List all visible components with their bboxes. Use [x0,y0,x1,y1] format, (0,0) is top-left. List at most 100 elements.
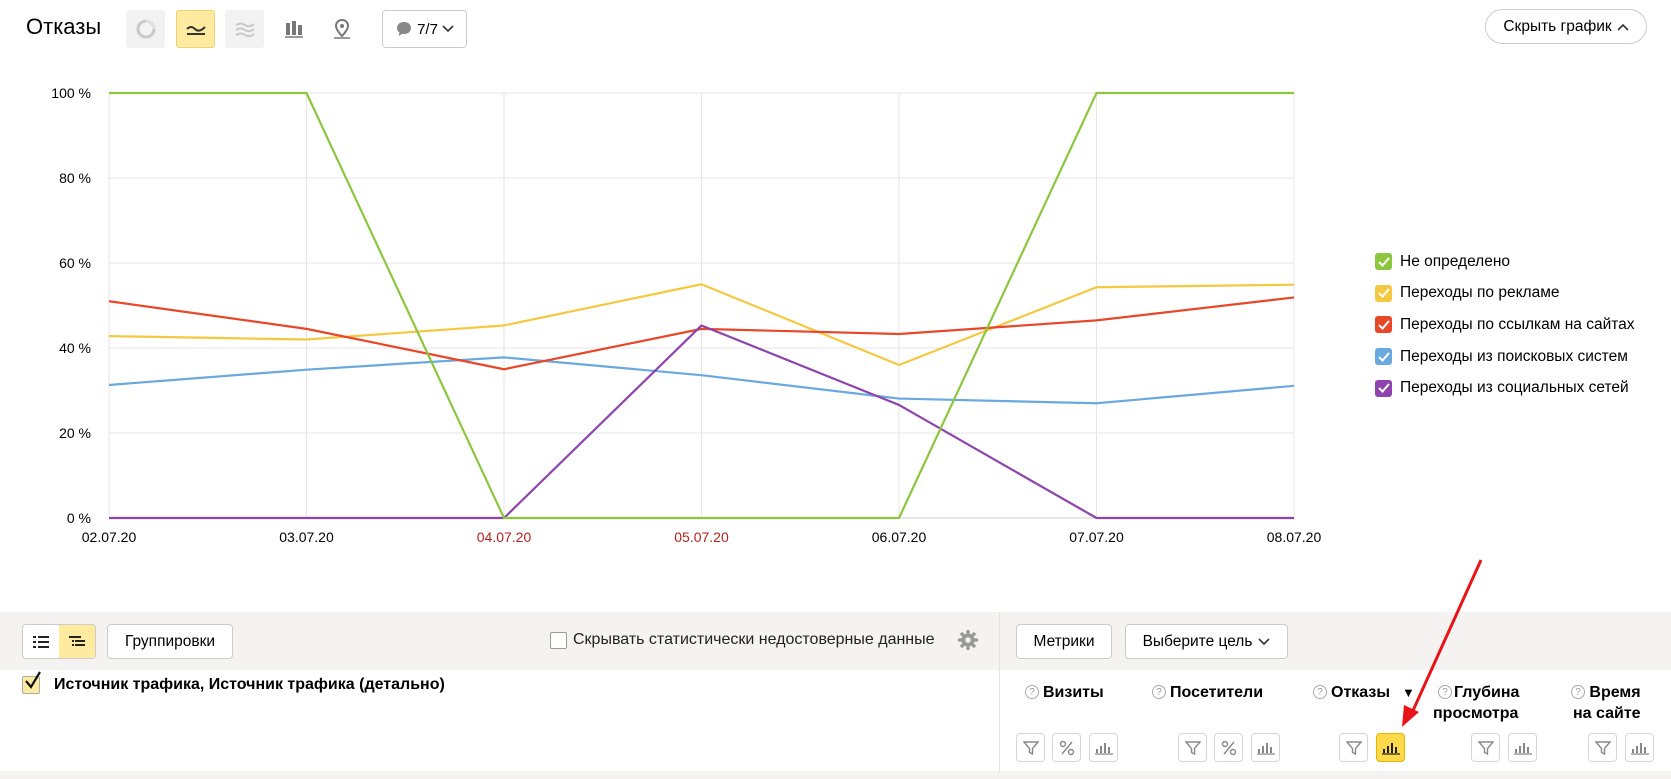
column-filter-button[interactable] [1588,733,1617,762]
hide-unreliable-label: Скрывать статистически недостоверные дан… [573,631,935,648]
report-toolbar [0,612,1671,670]
checkmark-icon [1377,288,1390,299]
series-line-4 [109,324,1294,520]
checkmark-icon [1377,351,1390,362]
metrics-button[interactable]: Метрики [1016,624,1112,659]
chevron-up-icon [1617,23,1629,31]
checkmark-icon [25,671,41,689]
dimension-title: Источник трафика, Источник трафика (дета… [54,676,445,693]
legend-checkbox[interactable] [1375,284,1392,302]
y-tick-label: 0 % [67,510,91,526]
annotations-dropdown[interactable]: 7/7 [382,10,467,48]
column-title-time-line1: Время [1589,684,1641,701]
legend-label: Переходы по рекламе [1400,284,1560,302]
tree-view-button[interactable] [59,625,95,658]
column-filter-button[interactable] [1016,733,1045,762]
map-pin-icon [333,18,350,39]
legend-checkbox[interactable] [1375,348,1392,366]
column-percent-button[interactable] [1214,733,1243,762]
comment-icon [397,22,412,36]
help-icon[interactable]: ? [1025,685,1039,699]
column-title-visits: Визиты [1043,684,1104,701]
checkmark-icon [1377,383,1390,394]
gear-icon [958,630,978,650]
view-mode-toggle [22,624,96,659]
hide-unreliable-checkbox-row[interactable]: Скрывать статистически недостоверные дан… [550,631,935,649]
legend-checkbox[interactable] [1375,379,1392,397]
column-header-visitors[interactable]: ? Посетители [1152,682,1263,703]
column-header-visits[interactable]: ? Визиты [1025,682,1104,703]
column-header-depth[interactable]: ? Глубина просмотра [1433,682,1519,724]
bar-chart-icon [1094,742,1113,755]
list-icon [33,635,49,648]
column-percent-button[interactable] [1052,733,1081,762]
x-tick-label: 02.07.20 [82,529,137,545]
y-tick-label: 20 % [59,425,91,441]
series-line-3 [108,356,1295,405]
page-title: Отказы [26,14,102,39]
column-divider [999,612,1000,779]
legend-item[interactable]: Переходы по ссылкам на сайтах [1375,309,1635,341]
help-icon[interactable]: ? [1152,685,1166,699]
tree-icon [69,635,85,646]
bar-chart-button[interactable] [274,10,313,48]
bar-chart-icon [1630,742,1649,755]
column-filter-button[interactable] [1339,733,1368,762]
filter-icon [1594,740,1611,755]
map-button[interactable] [322,10,361,48]
sort-desc-icon[interactable]: ▼ [1402,685,1415,700]
column-chart-button[interactable] [1625,733,1654,762]
bounce-rate-line-chart: 0 % 20 % 40 % 60 % 80 % 100 % 02.07.20 03.07.20… [51,85,1322,545]
y-tick-label: 40 % [59,340,91,356]
legend-checkbox[interactable] [1375,253,1392,271]
hide-chart-button[interactable]: Скрыть график [1485,9,1647,44]
checkmark-icon [1377,257,1390,267]
pie-chart-button[interactable] [126,10,165,48]
legend-label: Переходы по ссылкам на сайтах [1400,315,1635,333]
bar-chart-icon [1513,742,1532,755]
column-chart-button[interactable] [1508,733,1537,762]
filter-icon [1477,740,1494,755]
settings-button[interactable] [957,629,979,656]
line-chart-button[interactable] [176,10,215,48]
chevron-down-icon [1258,637,1271,645]
help-icon[interactable]: ? [1438,685,1452,699]
help-icon[interactable]: ? [1313,685,1327,699]
column-header-bounces[interactable]: ? Отказы ▼ [1313,682,1415,703]
dimension-checkbox[interactable] [22,671,41,694]
legend-item[interactable]: Не определено [1375,246,1635,278]
y-tick-label: 100 % [51,85,91,101]
series-line-2 [108,296,1295,371]
chevron-down-icon [442,25,454,33]
area-chart-button[interactable] [225,10,264,48]
stacked-bar-icon [284,21,303,38]
annotations-count: 7/7 [417,20,438,38]
x-tick-label: 04.07.20 [477,529,532,545]
red-arrow-annotation [1402,559,1483,727]
legend-item[interactable]: Переходы из социальных сетей [1375,372,1635,404]
column-filter-button[interactable] [1471,733,1500,762]
dimension-header: Источник трафика, Источник трафика (дета… [22,671,445,694]
column-chart-button[interactable] [1251,733,1280,762]
checkmark-icon [1377,320,1390,330]
legend-item[interactable]: Переходы из поисковых систем [1375,341,1635,373]
hide-unreliable-checkbox[interactable] [550,631,567,649]
column-header-time[interactable]: ? Время на сайте [1571,682,1641,724]
metrics-label: Метрики [1033,632,1095,650]
list-view-button[interactable] [23,625,59,658]
chart-legend: Не определено Переходы по рекламе Переходы… [1375,246,1635,404]
legend-checkbox[interactable] [1375,316,1392,334]
percent-icon [1059,740,1074,755]
column-chart-button-active[interactable] [1376,733,1405,762]
percent-icon [1221,740,1236,755]
help-icon[interactable]: ? [1571,685,1585,699]
goal-select[interactable]: Выберите цель [1125,624,1288,659]
groupings-button[interactable]: Группировки [107,624,233,659]
column-chart-button[interactable] [1089,733,1118,762]
bar-chart-icon [1256,742,1275,755]
column-filter-button[interactable] [1178,733,1207,762]
legend-item[interactable]: Переходы по рекламе [1375,278,1635,310]
x-tick-label: 08.07.20 [1267,529,1322,545]
x-tick-label: 07.07.20 [1069,529,1124,545]
line-chart-icon [185,26,206,35]
